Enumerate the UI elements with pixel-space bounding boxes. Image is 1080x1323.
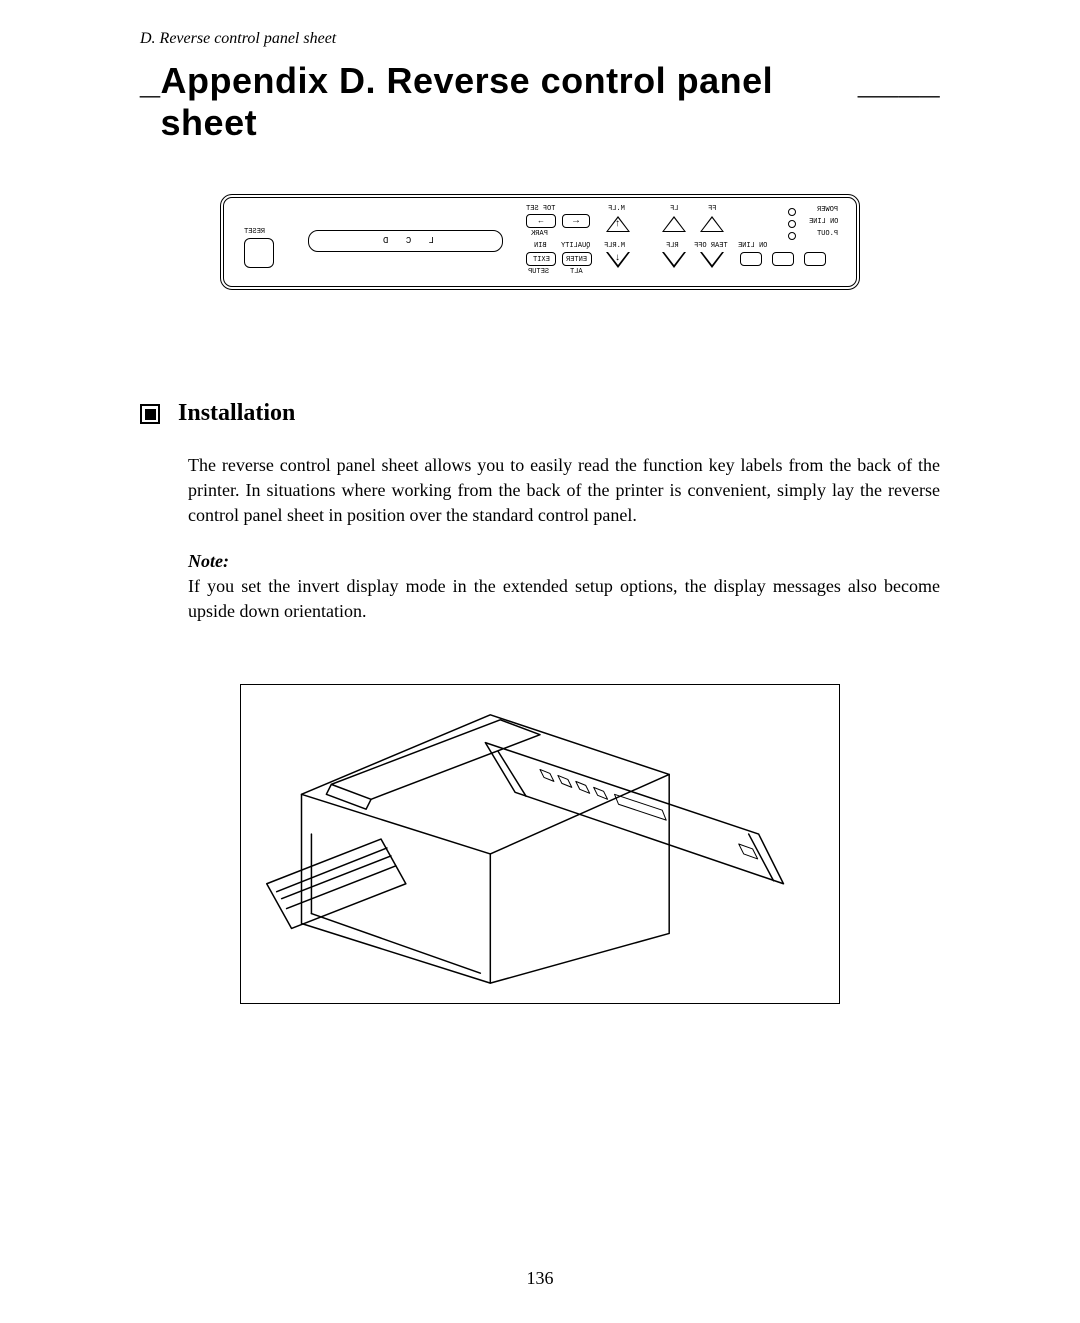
alt-label: ALT [570, 268, 583, 276]
online-button [740, 252, 762, 266]
running-header: D. Reverse control panel sheet [140, 30, 940, 48]
rlf-label: RLF [666, 242, 679, 250]
tof-set-label: TOF SET [526, 205, 555, 213]
control-panel-figure: RESET L C D TOF SET ← PARK BIN EXIT SETU… [220, 194, 860, 290]
ff-button [700, 216, 724, 234]
body-paragraph: The reverse control panel sheet allows y… [188, 453, 940, 529]
exit-button: EXIT [526, 252, 556, 266]
mlf-label: M.LF [608, 205, 625, 213]
mrlf-label: M.RLF [604, 242, 625, 250]
enter-button: ENTER [562, 252, 592, 266]
setup-label: SETUP [528, 268, 549, 276]
pout-led-label: P.OUT [817, 230, 838, 238]
bullet-icon [140, 404, 160, 424]
page-number: 136 [0, 1268, 1080, 1289]
right-button-3 [804, 252, 826, 266]
section-title: Installation [178, 400, 295, 427]
right-arrow-button: → [562, 214, 590, 228]
left-arrow-button: ← [526, 214, 556, 228]
title-suffix: ____ [858, 60, 940, 102]
power-led-label: POWER [817, 206, 838, 214]
park-label: PARK [531, 230, 548, 238]
printer-illustration [240, 684, 840, 1004]
mlf-up-button [606, 216, 630, 234]
note-text: If you set the invert display mode in th… [188, 574, 940, 624]
bin-label: BIN [534, 242, 547, 250]
pout-led [788, 232, 796, 240]
online-btn-label: ON LINE [738, 242, 767, 250]
reset-label: RESET [244, 228, 265, 236]
section-heading-row: Installation [140, 400, 940, 427]
online-led [788, 220, 796, 228]
reset-button [244, 238, 274, 268]
quality-label: QUALITY [561, 242, 590, 250]
title-prefix: _ [140, 60, 161, 102]
appendix-title: _ Appendix D. Reverse control panel shee… [140, 60, 940, 144]
ff-label: FF [708, 205, 716, 213]
lcd-display: L C D [308, 230, 503, 252]
tearoff-button [700, 252, 724, 270]
right-button-2 [772, 252, 794, 266]
online-led-label: ON LINE [809, 218, 838, 226]
rlf-button [662, 252, 686, 270]
power-led [788, 208, 796, 216]
tearoff-label: TEAR OFF [694, 242, 728, 250]
lf-button [662, 216, 686, 234]
title-main: Appendix D. Reverse control panel sheet [161, 60, 858, 144]
note-label: Note: [188, 551, 940, 572]
lf-label: LF [670, 205, 678, 213]
mrlf-down-button [606, 252, 630, 270]
